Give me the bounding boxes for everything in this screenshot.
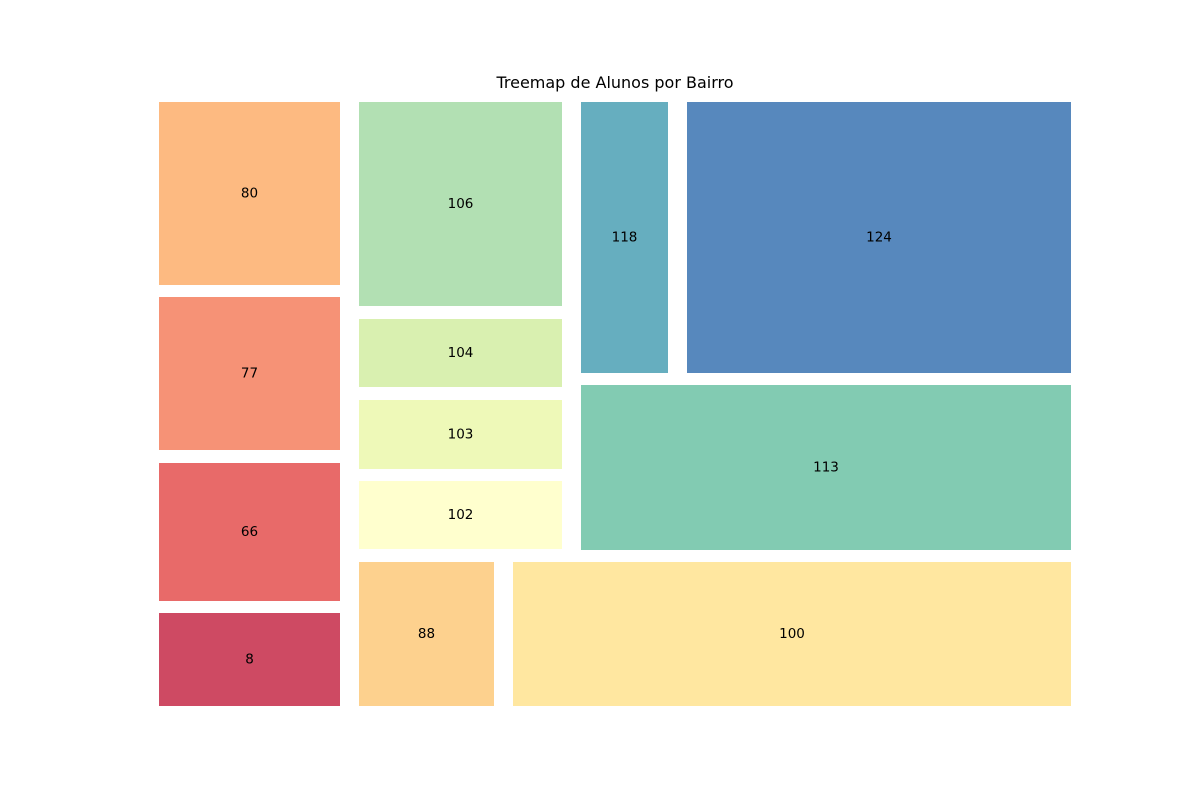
treemap-tile-label: 77 xyxy=(241,366,258,382)
treemap-tile: 102 xyxy=(359,481,562,549)
treemap-tile-rect xyxy=(159,613,340,706)
treemap-tile-rect xyxy=(359,102,562,306)
treemap-tile: 8 xyxy=(159,613,340,706)
treemap-tile-rect xyxy=(159,102,340,285)
treemap-tile-rect xyxy=(581,102,668,373)
treemap-tile: 77 xyxy=(159,297,340,450)
treemap-tile-rect xyxy=(359,481,562,549)
treemap-tile: 124 xyxy=(687,102,1071,373)
treemap-tile-label: 103 xyxy=(448,427,474,443)
treemap-tile: 103 xyxy=(359,400,562,469)
treemap-tile: 104 xyxy=(359,319,562,387)
treemap-tile: 80 xyxy=(159,102,340,285)
treemap-tile-rect xyxy=(159,297,340,450)
treemap-tile: 88 xyxy=(359,562,494,706)
treemap-tile-label: 102 xyxy=(448,507,474,523)
treemap-tile: 118 xyxy=(581,102,668,373)
treemap-tile-label: 100 xyxy=(779,626,805,642)
treemap-tile-rect xyxy=(513,562,1071,706)
treemap-tile: 100 xyxy=(513,562,1071,706)
treemap-tile-label: 113 xyxy=(813,460,839,476)
treemap-tile-label: 88 xyxy=(418,626,435,642)
treemap-tile-label: 80 xyxy=(241,186,258,202)
chart-title: Treemap de Alunos por Bairro xyxy=(495,73,733,92)
treemap-tile: 66 xyxy=(159,463,340,601)
treemap-tile-rect xyxy=(687,102,1071,373)
treemap-tile-label: 104 xyxy=(448,345,474,361)
treemap-tiles: 80 77 66 8 106 104 103 102 88 118 124 113 100 xyxy=(159,102,1071,706)
treemap-tile-rect xyxy=(359,562,494,706)
treemap-tile: 106 xyxy=(359,102,562,306)
treemap-tile-label: 8 xyxy=(245,652,254,668)
treemap-tile-rect xyxy=(581,385,1071,550)
treemap-tile-label: 118 xyxy=(612,230,638,246)
treemap-tile-label: 106 xyxy=(448,196,474,212)
treemap-tile-rect xyxy=(159,463,340,601)
treemap-tile-label: 124 xyxy=(866,230,892,246)
treemap-tile: 113 xyxy=(581,385,1071,550)
treemap-tile-rect xyxy=(359,319,562,387)
treemap-tile-rect xyxy=(359,400,562,469)
treemap-tile-label: 66 xyxy=(241,524,258,540)
